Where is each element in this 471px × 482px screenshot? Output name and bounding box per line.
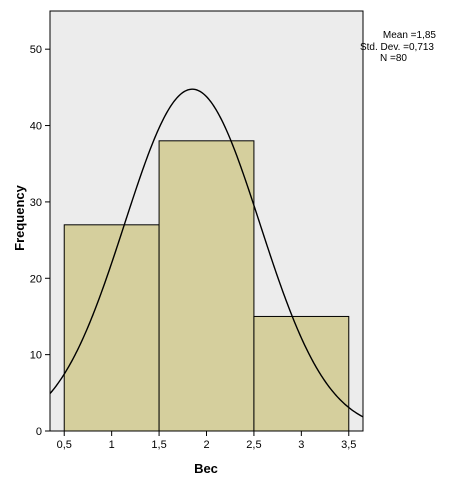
stat-mean: Mean =1,85 bbox=[383, 30, 437, 41]
x-tick-label: 2 bbox=[203, 439, 209, 451]
y-tick-label: 10 bbox=[30, 350, 42, 362]
x-tick-label: 1 bbox=[109, 439, 115, 451]
normal-curve bbox=[49, 88, 364, 418]
y-tick-label: 30 bbox=[30, 197, 42, 209]
bars-group bbox=[63, 140, 350, 432]
x-tick-label: 0,5 bbox=[57, 439, 72, 451]
y-tick-label: 20 bbox=[30, 273, 42, 285]
stat-n: N =80 bbox=[380, 53, 407, 64]
stat-std-dev: Std. Dev. =0,713 bbox=[360, 42, 434, 53]
axes-group: 0 10 20 30 40 50 0,5 1 1,5 2 2,5 3 3,5 bbox=[30, 44, 357, 451]
y-tick-label: 0 bbox=[36, 426, 42, 438]
stats-box: Mean =1,85 Std. Dev. =0,713 N =80 bbox=[360, 30, 436, 64]
x-tick-label: 3,5 bbox=[341, 439, 356, 451]
y-tick-label: 40 bbox=[30, 121, 42, 133]
histogram-bar-1 bbox=[63, 224, 160, 432]
y-axis-title: Frequency bbox=[12, 184, 27, 251]
x-axis-title: Вес bbox=[194, 461, 218, 476]
x-tick-label: 2,5 bbox=[246, 439, 261, 451]
histogram-bar-3 bbox=[253, 315, 350, 432]
x-tick-label: 3 bbox=[298, 439, 304, 451]
histogram-bar-2 bbox=[158, 140, 255, 432]
x-tick-label: 1,5 bbox=[151, 439, 166, 451]
y-tick-label: 50 bbox=[30, 44, 42, 56]
